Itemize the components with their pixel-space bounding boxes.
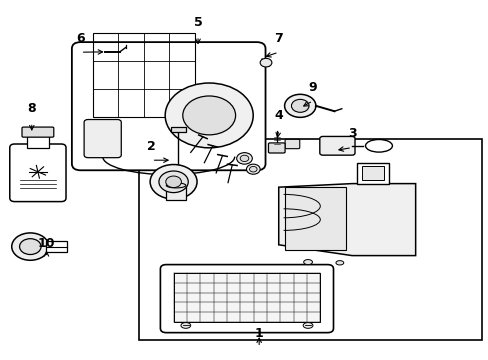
Text: 6: 6 [76, 32, 85, 45]
Bar [361, 166, 383, 180]
Ellipse shape [303, 260, 312, 265]
FancyBboxPatch shape [285, 139, 299, 149]
Bar [139, 139, 481, 340]
Circle shape [165, 176, 181, 188]
Ellipse shape [166, 183, 185, 188]
Ellipse shape [303, 323, 312, 328]
Circle shape [291, 99, 308, 112]
FancyBboxPatch shape [268, 143, 285, 153]
Bar [27, 136, 49, 148]
Text: 5: 5 [193, 16, 202, 29]
Circle shape [236, 153, 252, 164]
Bar [93, 33, 195, 117]
Bar [173, 273, 320, 322]
Circle shape [246, 164, 260, 174]
Circle shape [240, 155, 248, 162]
Text: 2: 2 [147, 140, 156, 153]
Text: 7: 7 [274, 32, 283, 45]
Bar [284, 187, 345, 250]
Text: 10: 10 [38, 237, 55, 250]
Circle shape [260, 58, 271, 67]
FancyBboxPatch shape [84, 120, 121, 158]
Bar [171, 127, 185, 132]
FancyBboxPatch shape [72, 42, 265, 170]
Circle shape [165, 83, 253, 148]
Text: 1: 1 [254, 327, 263, 340]
Circle shape [20, 239, 41, 255]
FancyBboxPatch shape [160, 265, 333, 333]
Bar [356, 163, 388, 184]
FancyBboxPatch shape [319, 136, 354, 155]
Bar [166, 185, 185, 200]
Circle shape [183, 96, 235, 135]
Text: 4: 4 [274, 109, 283, 122]
Bar [46, 241, 66, 252]
Text: 3: 3 [347, 127, 356, 140]
Circle shape [284, 94, 315, 117]
Ellipse shape [181, 323, 190, 328]
Circle shape [12, 233, 49, 260]
Circle shape [249, 166, 257, 172]
Circle shape [150, 165, 197, 199]
Text: 8: 8 [27, 102, 36, 115]
Polygon shape [278, 184, 415, 256]
Text: 9: 9 [308, 81, 317, 94]
FancyBboxPatch shape [22, 127, 54, 137]
FancyBboxPatch shape [10, 144, 66, 202]
Circle shape [159, 171, 188, 193]
Ellipse shape [335, 261, 343, 265]
